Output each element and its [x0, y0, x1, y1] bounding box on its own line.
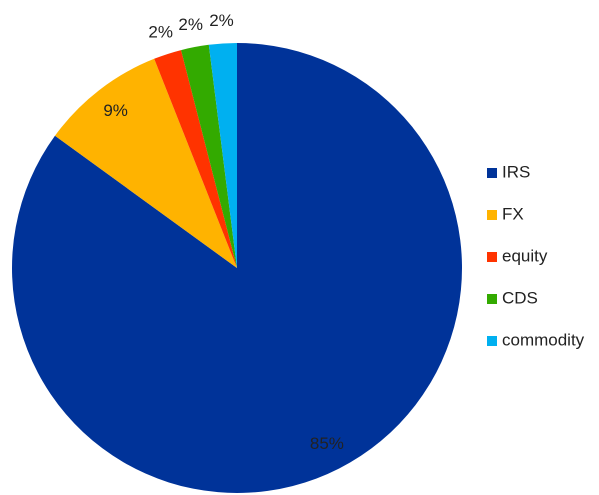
legend-swatch: [487, 210, 497, 220]
slice-label: 2%: [148, 23, 173, 42]
legend-label: IRS: [502, 162, 530, 181]
legend-label: FX: [502, 204, 524, 223]
pie-slice: [154, 50, 237, 269]
pie-slice: [11, 43, 462, 493]
legend-swatch: [487, 252, 497, 262]
pie-slice: [208, 43, 237, 268]
pie-slice: [54, 58, 237, 268]
legend-swatch: [487, 336, 497, 346]
slice-label: 85%: [310, 434, 344, 453]
legend-label: equity: [502, 246, 548, 265]
legend-swatch: [487, 168, 497, 178]
legend-swatch: [487, 294, 497, 304]
legend-label: commodity: [502, 330, 585, 349]
legend-label: CDS: [502, 288, 538, 307]
slice-label: 2%: [209, 11, 234, 30]
pie-slice: [181, 44, 237, 268]
slice-label: 2%: [178, 15, 203, 34]
slice-label: 9%: [103, 101, 128, 120]
